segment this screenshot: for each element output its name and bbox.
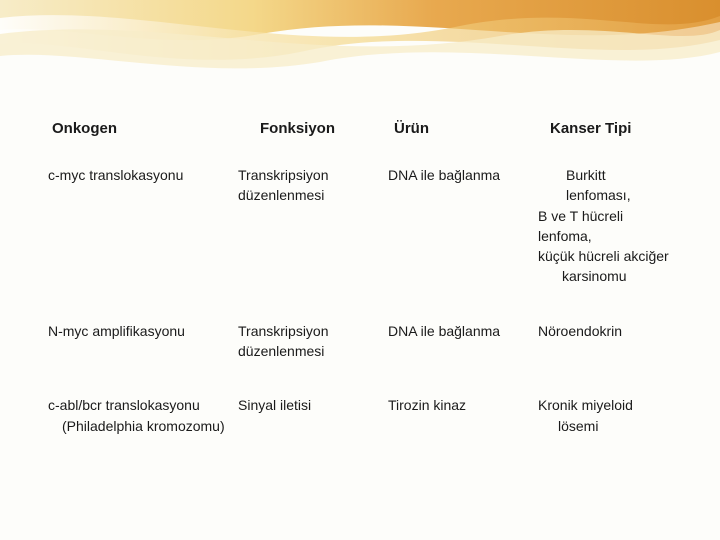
kanser-line1: Kronik miyeloid (538, 397, 633, 413)
urun-text: DNA ile bağlanma (388, 167, 500, 183)
table-header-row: Onkogen Fonksiyon Ürün Kanser Tipi (48, 120, 678, 137)
fonksiyon-line2: düzenlenmesi (238, 187, 324, 203)
cell-urun: Tirozin kinaz (388, 395, 538, 415)
kanser-line3: küçük hücreli akciğer (538, 246, 670, 266)
fonksiyon-line1: Sinyal iletisi (238, 397, 311, 413)
header-onkogen: Onkogen (48, 120, 238, 137)
cell-kanser: Kronik miyeloid lösemi (538, 395, 678, 436)
cell-onkogen: N-myc amplifikasyonu (48, 321, 238, 341)
kanser-line4: karsinomu (538, 266, 670, 286)
table-row: c-myc translokasyonu Transkripsiyon düze… (48, 165, 678, 287)
cell-onkogen: c-myc translokasyonu (48, 165, 238, 185)
urun-text: DNA ile bağlanma (388, 323, 500, 339)
decorative-wave (0, 0, 720, 90)
onkogen-subtext: (Philadelphia kromozomu) (48, 416, 230, 436)
cell-kanser: Nöroendokrin (538, 321, 678, 341)
cell-urun: DNA ile bağlanma (388, 321, 538, 341)
cell-urun: DNA ile bağlanma (388, 165, 538, 185)
fonksiyon-line2: düzenlenmesi (238, 343, 324, 359)
header-kanser-tipi: Kanser Tipi (538, 120, 678, 137)
cell-kanser: Burkitt lenfoması, B ve T hücreli lenfom… (538, 165, 678, 287)
table-row: c-abl/bcr translokasyonu (Philadelphia k… (48, 395, 678, 436)
kanser-line2: B ve T hücreli lenfoma, (538, 206, 670, 247)
oncogene-table: Onkogen Fonksiyon Ürün Kanser Tipi c-myc… (48, 120, 678, 470)
header-urun: Ürün (388, 120, 538, 137)
kanser-line1: Nöroendokrin (538, 323, 622, 339)
cell-fonksiyon: Transkripsiyon düzenlenmesi (238, 165, 388, 206)
fonksiyon-line1: Transkripsiyon (238, 323, 329, 339)
onkogen-text: c-myc translokasyonu (48, 167, 183, 183)
onkogen-text: c-abl/bcr translokasyonu (48, 397, 200, 413)
cell-onkogen: c-abl/bcr translokasyonu (Philadelphia k… (48, 395, 238, 436)
table-row: N-myc amplifikasyonu Transkripsiyon düze… (48, 321, 678, 362)
onkogen-text: N-myc amplifikasyonu (48, 323, 185, 339)
cell-fonksiyon: Sinyal iletisi (238, 395, 388, 415)
fonksiyon-line1: Transkripsiyon (238, 167, 329, 183)
header-fonksiyon: Fonksiyon (238, 120, 388, 137)
urun-text: Tirozin kinaz (388, 397, 466, 413)
kanser-line1: Burkitt lenfoması, (538, 165, 670, 206)
kanser-line2: lösemi (538, 416, 670, 436)
cell-fonksiyon: Transkripsiyon düzenlenmesi (238, 321, 388, 362)
